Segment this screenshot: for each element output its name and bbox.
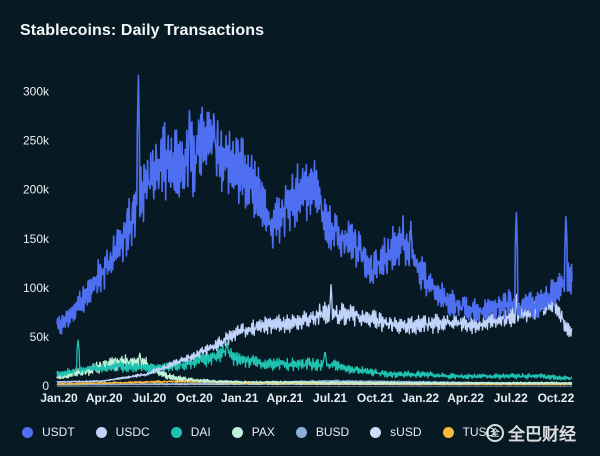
legend-item-usdt[interactable]: USDT — [22, 425, 75, 439]
y-tick-label: 50k — [30, 330, 50, 344]
legend-item-busd[interactable]: BUSD — [295, 425, 350, 439]
chart-title: Stablecoins: Daily Transactions — [20, 22, 265, 39]
legend-swatch-icon — [95, 426, 107, 438]
series-line-usdc — [56, 284, 573, 384]
legend-swatch-icon — [22, 426, 33, 438]
y-tick-label: 100k — [23, 281, 50, 295]
y-tick-label: 200k — [23, 183, 50, 197]
legend-label: USDC — [115, 425, 150, 439]
legend-label: sUSD — [390, 425, 422, 439]
legend-item-susd[interactable]: sUSD — [370, 425, 422, 439]
x-tick-label: Apr.21 — [267, 391, 304, 405]
legend-swatch-icon — [442, 426, 454, 438]
legend-label: PAX — [251, 425, 275, 439]
y-axis: 0 50k 100k 150k 200k 250k 300k — [23, 85, 50, 393]
y-tick-label: 300k — [23, 85, 50, 99]
x-tick-label: Jan.22 — [402, 391, 440, 405]
legend-item-usdc[interactable]: USDC — [95, 425, 150, 439]
legend-label: USDT — [42, 425, 75, 439]
x-tick-label: Jul.20 — [132, 391, 166, 405]
x-tick-label: Oct.21 — [357, 391, 394, 405]
x-axis: Jan.20 Apr.20 Jul.20 Oct.20 Jan.21 Apr.21 Jul.… — [40, 391, 574, 405]
y-tick-label: 0 — [42, 379, 49, 393]
watermark: 全 全巴财经 — [486, 420, 576, 445]
legend-label: BUSD — [315, 425, 350, 439]
x-tick-label: Oct.22 — [538, 391, 575, 405]
x-tick-label: Oct.20 — [176, 391, 213, 405]
watermark-logo-icon: 全 — [486, 423, 504, 442]
x-tick-label: Jul.21 — [313, 391, 347, 405]
series-line-pax — [56, 352, 573, 385]
legend-swatch-icon — [295, 426, 307, 438]
legend: USDT USDC DAI PAX BUSD sUSD TUSD — [22, 425, 516, 439]
x-tick-label: Jan.20 — [40, 391, 78, 405]
y-tick-label: 250k — [23, 134, 50, 148]
legend-swatch-icon — [370, 426, 382, 438]
x-tick-label: Jul.22 — [494, 391, 528, 405]
watermark-text: 全巴财经 — [508, 425, 576, 444]
legend-item-dai[interactable]: DAI — [170, 425, 211, 439]
x-tick-label: Apr.22 — [447, 391, 484, 405]
x-tick-label: Jan.21 — [221, 391, 259, 405]
legend-item-pax[interactable]: PAX — [231, 425, 275, 439]
series-line-dai — [56, 339, 573, 381]
series-line-usdt — [56, 74, 573, 335]
legend-swatch-icon — [170, 426, 182, 438]
y-tick-label: 150k — [23, 232, 50, 246]
legend-label: DAI — [190, 425, 211, 439]
legend-swatch-icon — [231, 426, 243, 438]
x-tick-label: Apr.20 — [86, 391, 123, 405]
series-layer — [56, 74, 573, 386]
